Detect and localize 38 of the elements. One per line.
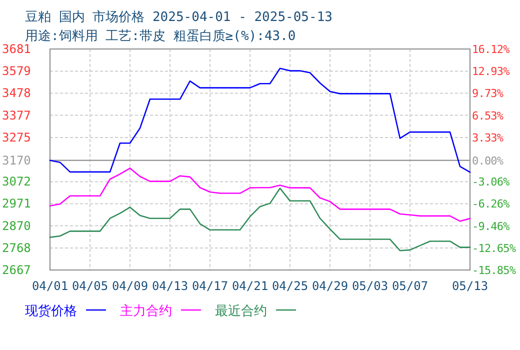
y2-tick-label: 6.53% [472, 109, 504, 122]
y-tick-label: 3579 [2, 64, 31, 78]
y-tick-label: 3275 [2, 130, 31, 144]
y-tick-label: 2768 [2, 240, 31, 255]
legend-label: 主力合约 [120, 303, 172, 319]
y2-tick-label: 12.93% [472, 65, 510, 78]
x-tick-label: 05/07 [392, 279, 428, 293]
y-tick-label: 2667 [2, 263, 31, 277]
x-tick-label: 04/21 [232, 279, 268, 293]
x-tick-label: 05/03 [352, 279, 388, 293]
x-tick-label: 04/25 [272, 279, 308, 293]
y2-tick-label: -15.85% [472, 264, 516, 277]
y2-tick-label: 3.33% [472, 131, 504, 144]
y-tick-label: 3681 [2, 42, 31, 56]
x-tick-label: 05/13 [452, 279, 488, 293]
chart-subtitle: 用途:饲料用 工艺:带皮 粗蛋白质≥(%):43.0 [25, 29, 296, 44]
y-tick-label: 3377 [2, 108, 31, 122]
y2-tick-label: -3.06% [472, 176, 510, 189]
legend-label: 最近合约 [215, 304, 267, 319]
y-tick-label: 2870 [2, 218, 31, 233]
x-tick-label: 04/05 [72, 279, 108, 293]
y2-tick-label: 0.00% [472, 154, 504, 168]
y2-tick-label: -9.46% [472, 220, 510, 233]
x-tick-label: 04/13 [152, 279, 188, 293]
y2-tick-label: -12.65% [472, 242, 516, 255]
y2-tick-label: 16.12% [472, 43, 510, 56]
y2-tick-label: -6.26% [472, 198, 510, 211]
legend-label: 现货价格 [25, 304, 77, 319]
y-tick-label: 3072 [2, 174, 31, 189]
y-tick-label: 2971 [2, 196, 31, 211]
chart-title: 豆粕 国内 市场价格 2025-04-01 - 2025-05-13 [25, 10, 332, 25]
x-tick-label: 04/17 [192, 279, 228, 293]
x-tick-label: 04/29 [312, 279, 348, 293]
y-tick-label: 3478 [2, 86, 31, 100]
x-tick-label: 04/01 [32, 279, 68, 293]
y2-tick-label: 9.73% [472, 87, 504, 100]
y-tick-label: 3170 [2, 153, 31, 168]
x-tick-label: 04/09 [112, 279, 148, 293]
